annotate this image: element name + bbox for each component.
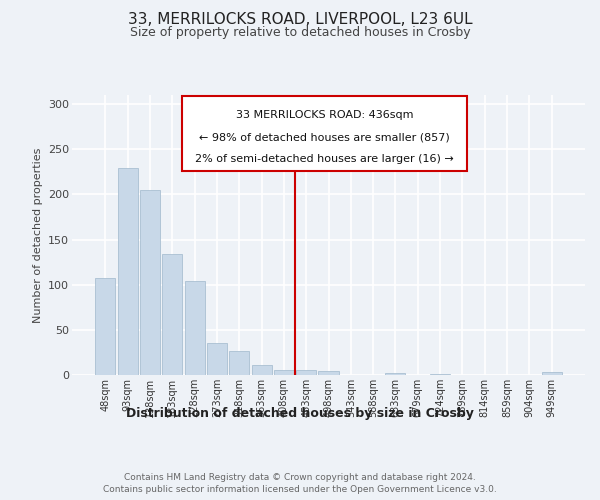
Bar	[207, 344, 227, 375]
Bar	[118, 168, 138, 375]
Bar	[385, 373, 406, 375]
Text: Contains HM Land Registry data © Crown copyright and database right 2024.
Contai: Contains HM Land Registry data © Crown c…	[103, 472, 497, 494]
Bar	[296, 370, 316, 375]
Text: 33 MERRILOCKS ROAD: 436sqm: 33 MERRILOCKS ROAD: 436sqm	[236, 110, 413, 120]
Bar	[430, 374, 450, 375]
Bar	[185, 281, 205, 375]
Bar	[251, 365, 272, 375]
Text: 33, MERRILOCKS ROAD, LIVERPOOL, L23 6UL: 33, MERRILOCKS ROAD, LIVERPOOL, L23 6UL	[128, 12, 472, 28]
Text: 2% of semi-detached houses are larger (16) →: 2% of semi-detached houses are larger (1…	[195, 154, 454, 164]
Bar	[229, 350, 249, 375]
Text: ← 98% of detached houses are smaller (857): ← 98% of detached houses are smaller (85…	[199, 132, 450, 142]
Y-axis label: Number of detached properties: Number of detached properties	[32, 148, 43, 322]
Bar	[95, 278, 115, 375]
Bar	[162, 254, 182, 375]
Text: Size of property relative to detached houses in Crosby: Size of property relative to detached ho…	[130, 26, 470, 39]
Bar	[274, 370, 294, 375]
Bar	[319, 372, 338, 375]
Text: Distribution of detached houses by size in Crosby: Distribution of detached houses by size …	[126, 408, 474, 420]
Bar	[542, 372, 562, 375]
Bar	[140, 190, 160, 375]
FancyBboxPatch shape	[182, 96, 467, 170]
